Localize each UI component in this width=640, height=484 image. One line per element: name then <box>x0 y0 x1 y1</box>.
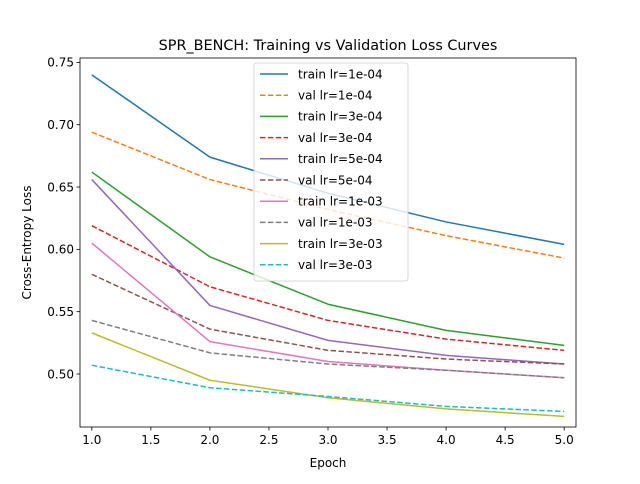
y-tick-label: 0.50 <box>47 367 74 381</box>
series-line-2 <box>91 171 565 347</box>
legend-label: train lr=3e-04 <box>298 110 383 124</box>
legend-label: val lr=3e-03 <box>298 258 373 272</box>
legend-label: train lr=5e-04 <box>298 152 383 166</box>
y-tick-label: 0.75 <box>47 56 74 70</box>
x-tick-label: 2.0 <box>200 433 219 447</box>
legend-label: train lr=1e-04 <box>298 67 383 81</box>
legend: train lr=1e-04 val lr=1e-04 train lr=3e-04… <box>253 62 409 282</box>
legend-label: train lr=3e-03 <box>298 237 383 251</box>
x-axis: 1.0 1.5 2.0 2.5 3.0 3.5 4.0 4.5 5.0 <box>82 427 574 447</box>
legend-label: val lr=1e-04 <box>298 89 373 103</box>
x-tick-label: 3.0 <box>318 433 337 447</box>
series-line-9 <box>91 364 565 413</box>
x-tick-label: 1.5 <box>141 433 160 447</box>
y-tick-label: 0.70 <box>47 118 74 132</box>
series-line-7 <box>91 319 565 379</box>
y-axis-label: Cross-Entropy Loss <box>20 186 34 300</box>
x-axis-label: Epoch <box>310 456 347 470</box>
y-tick-label: 0.65 <box>47 180 74 194</box>
x-tick-label: 3.5 <box>378 433 397 447</box>
legend-box <box>253 62 409 282</box>
y-axis: 0.50 0.55 0.60 0.65 0.70 0.75 <box>47 56 80 381</box>
y-tick-label: 0.55 <box>47 305 74 319</box>
x-tick-label: 5.0 <box>555 433 574 447</box>
x-tick-label: 2.5 <box>259 433 278 447</box>
chart-title: SPR_BENCH: Training vs Validation Loss C… <box>159 38 498 54</box>
series-line-8 <box>91 332 565 418</box>
legend-label: val lr=1e-03 <box>298 216 373 230</box>
axes-frame <box>79 57 577 428</box>
x-tick-label: 1.0 <box>82 433 101 447</box>
y-tick-label: 0.60 <box>47 243 74 257</box>
x-tick-label: 4.0 <box>437 433 456 447</box>
legend-label: val lr=3e-04 <box>298 131 373 145</box>
series-line-3 <box>91 225 565 352</box>
series-line-5 <box>91 273 565 365</box>
series-line-4 <box>91 179 565 365</box>
x-tick-label: 4.5 <box>496 433 515 447</box>
legend-label: val lr=5e-04 <box>298 173 373 187</box>
legend-label: train lr=1e-03 <box>298 195 383 209</box>
